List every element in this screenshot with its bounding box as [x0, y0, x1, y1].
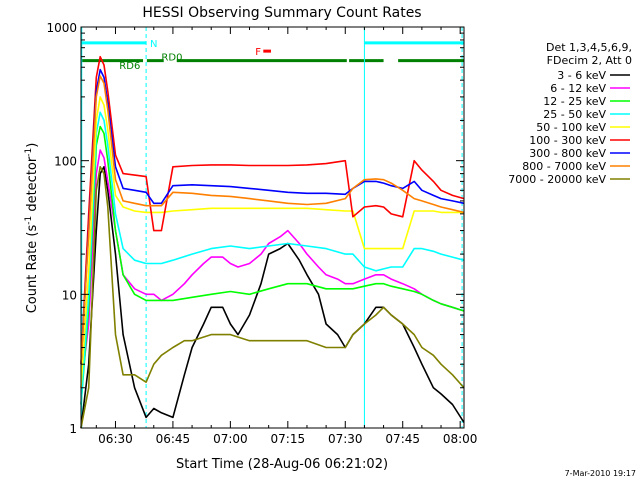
x-tick-label: 06:45 — [156, 432, 191, 446]
y-axis: 1 10 100 1000 — [46, 21, 464, 436]
y-axis-label-sup-1: -1 — [24, 216, 34, 225]
legend-entry-label: 800 - 7000 keV — [522, 160, 606, 173]
status-bar-label-rd6: RD6 — [119, 61, 140, 72]
legend-header-line: Det 1,3,4,5,6,9, — [546, 41, 632, 54]
x-axis: 06:30 06:45 07:00 07:15 07:30 07:45 08:00 — [95, 27, 478, 446]
status-bar-label-f: F — [255, 47, 261, 58]
legend-entry-label: 100 - 300 keV — [529, 134, 606, 147]
y-axis-label-part-2: detector — [25, 156, 40, 216]
legend: Det 1,3,4,5,6,9,FDecim 2, Att 0 3 - 6 keV… — [508, 41, 632, 186]
x-tick-label: 06:30 — [98, 432, 133, 446]
plot-frame — [80, 26, 465, 429]
status-bar-label-n: N — [150, 39, 157, 50]
chart-title: HESSI Observing Summary Count Rates — [142, 5, 421, 21]
y-axis-label: Count Rate (s-1 detector-1) — [24, 143, 40, 314]
x-tick-label: 07:30 — [328, 432, 363, 446]
series-line-50-100-kev — [80, 96, 464, 388]
plot-area: N F RD6 RD0 — [80, 27, 465, 429]
legend-entry-label: 3 - 6 keV — [557, 69, 606, 82]
legend-header-line: FDecim 2, Att 0 — [547, 54, 632, 67]
series-line-12-25-kev — [80, 125, 465, 405]
x-tick-label: 08:00 — [443, 432, 478, 446]
y-axis-label-part-3: ) — [25, 143, 40, 148]
series-line-7000-20000-kev — [80, 166, 465, 429]
legend-entry-label: 7000 - 20000 keV — [508, 173, 606, 186]
status-bar-label-rd0: RD0 — [161, 53, 182, 64]
x-axis-label: Start Time (28-Aug-06 06:21:02) — [176, 457, 388, 472]
y-tick-label: 10 — [62, 288, 77, 302]
series-line-300-800-kev — [80, 68, 465, 365]
legend-entry-label: 12 - 25 keV — [543, 95, 606, 108]
x-tick-label: 07:00 — [213, 432, 248, 446]
footer-timestamp: 7-Mar-2010 19:17 — [565, 469, 636, 478]
x-tick-label: 07:45 — [385, 432, 420, 446]
series-line-100-300-kev — [80, 55, 465, 365]
y-tick-label: 1000 — [46, 21, 77, 35]
series-line-800-7000-kev — [80, 75, 465, 365]
legend-entry-label: 25 - 50 keV — [543, 108, 606, 121]
legend-entry-label: 300 - 800 keV — [529, 147, 606, 160]
y-axis-label-part-1: Count Rate (s — [25, 225, 40, 314]
legend-entry-label: 50 - 100 keV — [536, 121, 606, 134]
y-tick-label: 100 — [54, 155, 77, 169]
series-line-25-50-kev — [80, 111, 465, 405]
y-tick-label: 1 — [69, 422, 77, 436]
y-axis-label-sup-2: -1 — [24, 148, 34, 157]
x-tick-label: 07:15 — [271, 432, 306, 446]
legend-entry-label: 6 - 12 keV — [550, 82, 606, 95]
